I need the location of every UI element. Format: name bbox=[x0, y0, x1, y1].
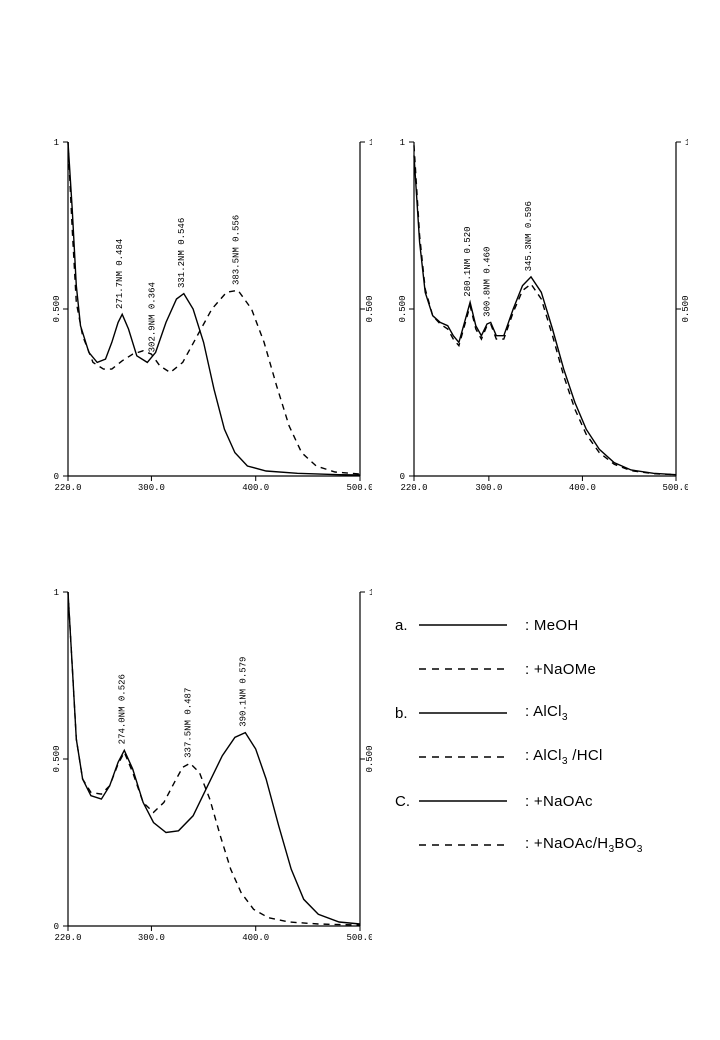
panel-c: 0.500 0.500 1 1 0220.0 300.0 400.0 500.0 274.0NM… bbox=[42, 582, 372, 950]
svg-text:1: 1 bbox=[369, 588, 372, 598]
svg-text:300.8NM 0.460: 300.8NM 0.460 bbox=[483, 247, 493, 317]
svg-text:0.500: 0.500 bbox=[52, 295, 62, 322]
legend-label: : AlCl3 bbox=[525, 703, 568, 723]
page: 0.5000.500110220.0300.0400.0500.0271.7NM… bbox=[0, 0, 720, 1040]
legend-label: : +NaOAc/H3BO3 bbox=[525, 835, 643, 855]
legend-row: a. : MeOH bbox=[395, 615, 695, 635]
svg-text:400.0: 400.0 bbox=[569, 483, 596, 493]
svg-text:300.0: 300.0 bbox=[138, 933, 165, 943]
legend-line-solid bbox=[419, 703, 507, 723]
svg-text:0: 0 bbox=[54, 472, 59, 482]
legend-letter: a. bbox=[395, 617, 419, 634]
svg-text:500.0: 500.0 bbox=[346, 933, 372, 943]
svg-text:0.500: 0.500 bbox=[52, 745, 62, 772]
legend-row: : +NaOMe bbox=[395, 659, 695, 679]
svg-text:400.0: 400.0 bbox=[242, 483, 269, 493]
svg-text:500.0: 500.0 bbox=[662, 483, 688, 493]
svg-text:383.5NM 0.556: 383.5NM 0.556 bbox=[232, 215, 242, 285]
svg-text:302.9NM 0.364: 302.9NM 0.364 bbox=[147, 282, 157, 352]
legend-row: C. : +NaOAc bbox=[395, 791, 695, 811]
svg-text:220.0: 220.0 bbox=[54, 933, 81, 943]
svg-text:0: 0 bbox=[54, 922, 59, 932]
svg-text:220.0: 220.0 bbox=[54, 483, 81, 493]
legend-row: b. : AlCl3 bbox=[395, 703, 695, 723]
panel-a: 0.500 0.500 1 1 0220.0 300.0 400.0 500.0 271.7NM… bbox=[42, 132, 372, 500]
legend-line-dashed bbox=[419, 747, 507, 767]
legend-letter: b. bbox=[395, 705, 419, 722]
svg-text:280.1NM 0.520: 280.1NM 0.520 bbox=[463, 226, 473, 296]
svg-text:220.0: 220.0 bbox=[400, 483, 427, 493]
panel-b: 0.500 0.500 1 1 0220.0 300.0 400.0 500.0 280.1NM… bbox=[388, 132, 688, 500]
svg-text:274.0NM 0.526: 274.0NM 0.526 bbox=[117, 674, 127, 744]
svg-text:390.1NM 0.579: 390.1NM 0.579 bbox=[238, 657, 248, 727]
legend-row: : +NaOAc/H3BO3 bbox=[395, 835, 695, 855]
svg-text:300.0: 300.0 bbox=[138, 483, 165, 493]
legend: a. : MeOH : +NaOMe b. : AlCl3 : AlCl3 /HCl C.:… bbox=[395, 615, 695, 879]
legend-line-solid bbox=[419, 615, 507, 635]
svg-text:1: 1 bbox=[400, 138, 405, 148]
legend-row: : AlCl3 /HCl bbox=[395, 747, 695, 767]
svg-text:0.500: 0.500 bbox=[398, 295, 408, 322]
svg-text:400.0: 400.0 bbox=[242, 933, 269, 943]
legend-label: : +NaOAc bbox=[525, 793, 593, 810]
svg-text:0.500: 0.500 bbox=[681, 295, 688, 322]
legend-line-dashed bbox=[419, 835, 507, 855]
svg-text:345.3NM 0.596: 345.3NM 0.596 bbox=[524, 201, 534, 271]
svg-text:0.500: 0.500 bbox=[365, 295, 372, 322]
svg-text:331.2NM 0.546: 331.2NM 0.546 bbox=[177, 218, 187, 288]
svg-text:1: 1 bbox=[369, 138, 372, 148]
legend-letter: C. bbox=[395, 793, 419, 810]
svg-text:0.500: 0.500 bbox=[365, 745, 372, 772]
svg-text:1: 1 bbox=[685, 138, 688, 148]
svg-text:300.0: 300.0 bbox=[475, 483, 502, 493]
svg-text:271.7NM 0.484: 271.7NM 0.484 bbox=[115, 239, 125, 309]
legend-label: : AlCl3 /HCl bbox=[525, 747, 603, 767]
legend-line-dashed bbox=[419, 659, 507, 679]
legend-label: : +NaOMe bbox=[525, 661, 596, 678]
svg-text:337.5NM 0.487: 337.5NM 0.487 bbox=[184, 688, 194, 758]
svg-text:1: 1 bbox=[54, 138, 59, 148]
legend-label: : MeOH bbox=[525, 617, 578, 634]
legend-line-solid bbox=[419, 791, 507, 811]
svg-text:500.0: 500.0 bbox=[346, 483, 372, 493]
svg-text:0: 0 bbox=[400, 472, 405, 482]
svg-text:1: 1 bbox=[54, 588, 59, 598]
